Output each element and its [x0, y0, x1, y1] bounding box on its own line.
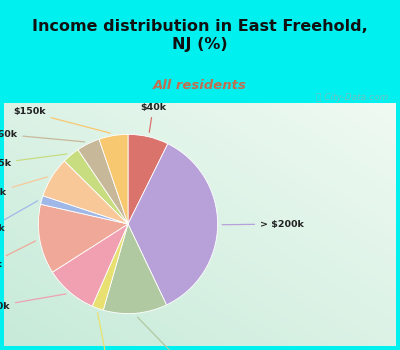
Wedge shape: [52, 224, 128, 306]
Text: $150k: $150k: [13, 107, 110, 133]
Wedge shape: [128, 144, 218, 305]
Text: All residents: All residents: [153, 79, 247, 92]
Wedge shape: [78, 139, 128, 224]
Text: $75k: $75k: [0, 154, 67, 168]
Wedge shape: [103, 224, 166, 314]
Text: Income distribution in East Freehold,
NJ (%): Income distribution in East Freehold, NJ…: [32, 19, 368, 52]
Wedge shape: [92, 224, 128, 310]
Text: > $200k: > $200k: [222, 219, 304, 229]
Text: $30k: $30k: [95, 313, 121, 350]
Text: $60k: $60k: [0, 130, 85, 142]
Wedge shape: [38, 204, 128, 272]
Text: $20k: $20k: [0, 177, 48, 197]
Text: $125k: $125k: [0, 201, 38, 233]
Wedge shape: [99, 134, 128, 224]
Wedge shape: [128, 134, 168, 224]
Text: $100k: $100k: [138, 317, 198, 350]
Wedge shape: [40, 196, 128, 224]
Wedge shape: [43, 161, 128, 224]
Text: ⓘ City-Data.com: ⓘ City-Data.com: [316, 92, 388, 102]
Text: $200k: $200k: [0, 294, 66, 311]
Text: $40k: $40k: [140, 103, 166, 132]
Text: $50k: $50k: [0, 241, 36, 269]
Wedge shape: [64, 150, 128, 224]
